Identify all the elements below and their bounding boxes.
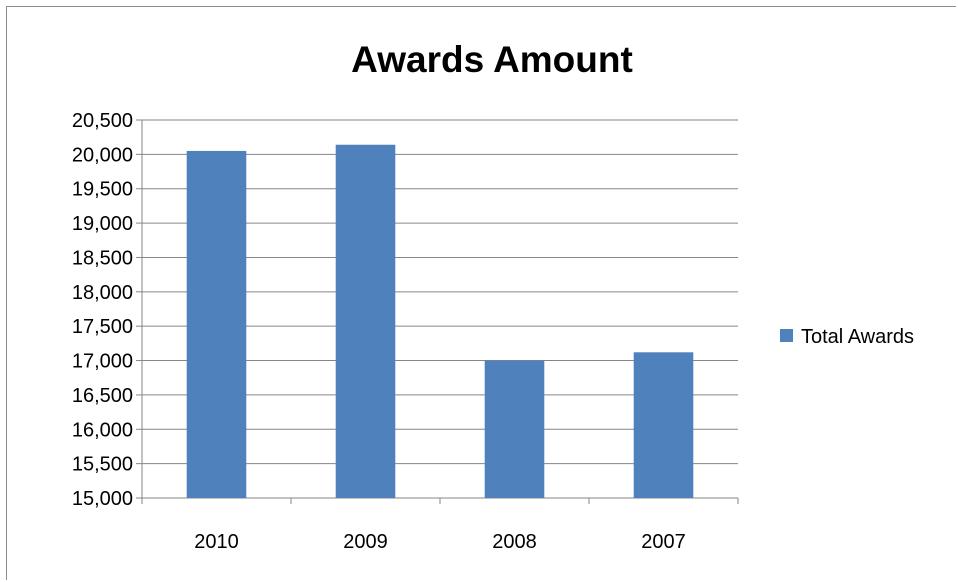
y-tick-labels: 15,000 15,500 16,000 16,500 17,000 17,500 18,0… <box>72 110 133 510</box>
chart-frame <box>6 6 956 580</box>
x-tick-label: 2009 <box>343 531 388 553</box>
y-tick-label: 20,000 <box>72 144 133 166</box>
bar-2008 <box>484 360 545 498</box>
y-tick-label: 15,500 <box>72 454 133 476</box>
legend: Total Awards <box>780 326 914 348</box>
x-tick-label: 2008 <box>492 531 537 553</box>
chart-title: Awards Amount <box>351 39 633 80</box>
y-tick-label: 20,500 <box>72 110 133 132</box>
bar-2009 <box>335 144 396 498</box>
x-tick-label: 2010 <box>194 531 239 553</box>
bars <box>186 144 694 498</box>
x-tick-label: 2007 <box>641 531 686 553</box>
x-tick-labels: 2010 2009 2008 2007 <box>194 531 686 553</box>
legend-label-total-awards: Total Awards <box>801 326 914 348</box>
y-tick-label: 16,500 <box>72 385 133 407</box>
y-tick-label: 17,500 <box>72 316 133 338</box>
y-tick-label: 19,500 <box>72 179 133 201</box>
y-tick-label: 18,500 <box>72 247 133 269</box>
y-tick-label: 16,000 <box>72 419 133 441</box>
bar-2010 <box>186 150 247 498</box>
y-tick-label: 15,000 <box>72 488 133 510</box>
y-tick-label: 18,000 <box>72 282 133 304</box>
bar-2007 <box>633 352 694 498</box>
legend-swatch-total-awards <box>780 329 793 342</box>
y-tick-label: 19,000 <box>72 213 133 235</box>
y-tick-label: 17,000 <box>72 351 133 373</box>
